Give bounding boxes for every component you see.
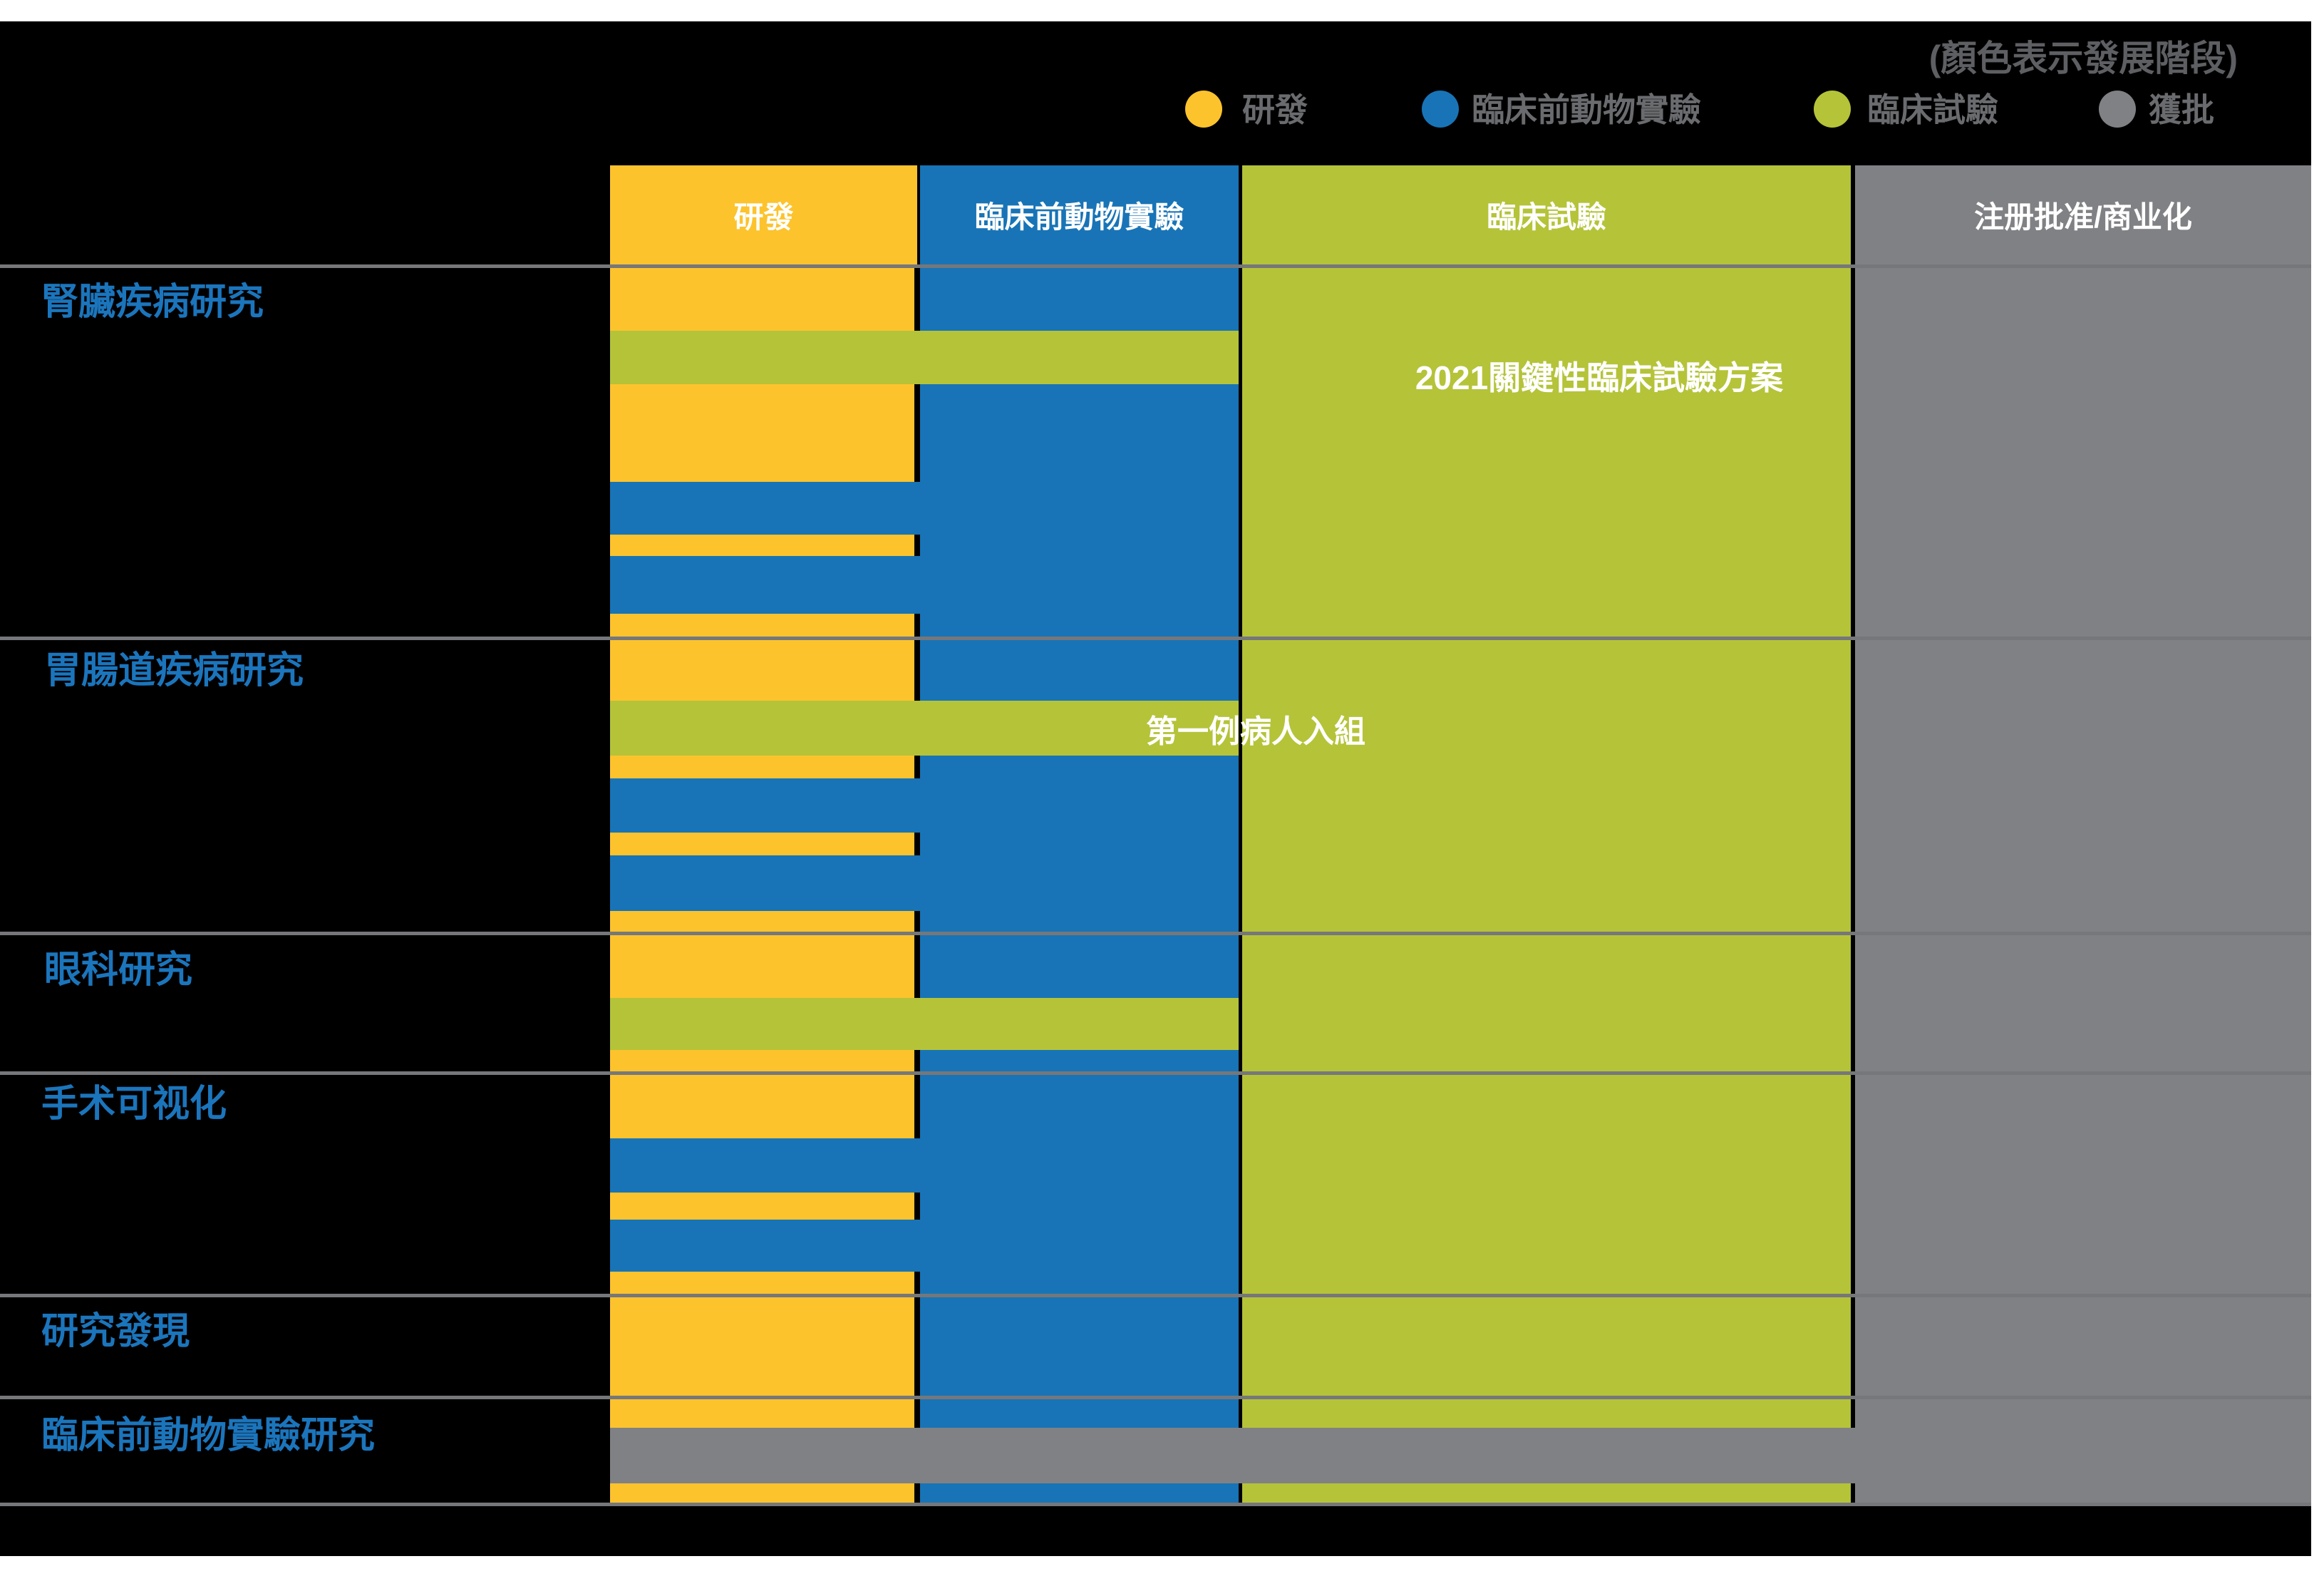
milestone-band-clinical — [610, 998, 1851, 1050]
clinical-legend-dot — [1814, 91, 1851, 128]
preclinical-legend-label: 臨床前動物實驗 — [1472, 91, 1701, 128]
band-annotation: 2021關鍵性臨床試驗方案 — [1415, 359, 1784, 396]
header-preclinical: 臨床前動物實驗 — [920, 165, 1239, 264]
milestone-band-clinical — [610, 701, 1851, 756]
pipeline-bar-rd — [610, 1050, 914, 1071]
column-gap-line — [1851, 1483, 1855, 1504]
header-rd: 研發 — [610, 165, 917, 264]
pipeline-bar-rd — [610, 535, 914, 556]
divider-line — [0, 1503, 2311, 1506]
pipeline-bar-preclinical — [610, 855, 920, 911]
section-label: 手术可视化 — [41, 1083, 227, 1125]
section-label: 臨床前動物實驗研究 — [41, 1415, 376, 1456]
section-label: 研究發現 — [41, 1311, 190, 1352]
milestone-band-approved — [610, 1428, 2311, 1483]
pipeline-bar-rd — [610, 833, 914, 855]
column-gap-line — [1239, 1483, 1242, 1504]
rd-legend-dot — [1185, 91, 1222, 128]
milestone-band-clinical — [610, 331, 1851, 384]
pipeline-bar-rd — [610, 1193, 914, 1220]
section-label: 胃腸道疾病研究 — [44, 650, 304, 691]
pipeline-bar-rd — [610, 614, 914, 637]
clinical-legend-label: 臨床試驗 — [1867, 91, 1998, 128]
pipeline-bar-rd — [610, 639, 914, 702]
pipeline-bar-preclinical — [610, 556, 920, 614]
section-label: 眼科研究 — [44, 949, 193, 991]
pipeline-bar-rd — [610, 384, 914, 482]
pipeline-bar-preclinical — [610, 778, 920, 833]
band-annotation: 第一例病人入組 — [1146, 714, 1365, 749]
pipeline-bar-rd — [610, 911, 914, 932]
divider-line — [0, 932, 2311, 935]
approved-legend-dot — [2099, 91, 2136, 128]
divider-line — [0, 264, 2311, 268]
approved-stage-column — [1855, 265, 2311, 1504]
pipeline-bar-rd — [610, 1272, 914, 1294]
pipeline-bar-rd — [610, 1483, 914, 1503]
column-gap-line — [1851, 268, 1855, 1428]
clinical-stage-column — [1242, 268, 1851, 1504]
pipeline-bar-rd — [610, 756, 914, 778]
pipeline-bar-preclinical — [610, 1138, 920, 1193]
pipeline-bar-preclinical — [610, 482, 920, 535]
pipeline-bar-preclinical — [610, 1220, 920, 1272]
divider-line — [0, 637, 2311, 640]
column-gap-line — [1239, 268, 1242, 1428]
pipeline-bar-rd — [610, 1399, 914, 1428]
header-approved: 注册批准/商业化 — [1855, 165, 2311, 264]
divider-line — [0, 1396, 2311, 1399]
preclinical-stage-column — [920, 268, 1239, 1504]
pipeline-bar-rd — [610, 1297, 914, 1396]
pipeline-bar-rd — [610, 934, 914, 998]
approved-legend-label: 獲批 — [2149, 91, 2214, 128]
pipeline-bar-rd — [610, 268, 914, 331]
pipeline-bar-rd — [610, 1075, 914, 1138]
header-clinical: 臨床試驗 — [1242, 165, 1851, 264]
page-title: (顏色表示發展階段) — [1928, 38, 2238, 78]
section-label: 腎臟疾病研究 — [41, 282, 264, 323]
divider-line — [0, 1071, 2311, 1075]
rd-legend-label: 研發 — [1242, 91, 1308, 128]
preclinical-legend-dot — [1422, 91, 1459, 128]
divider-line — [0, 1294, 2311, 1297]
